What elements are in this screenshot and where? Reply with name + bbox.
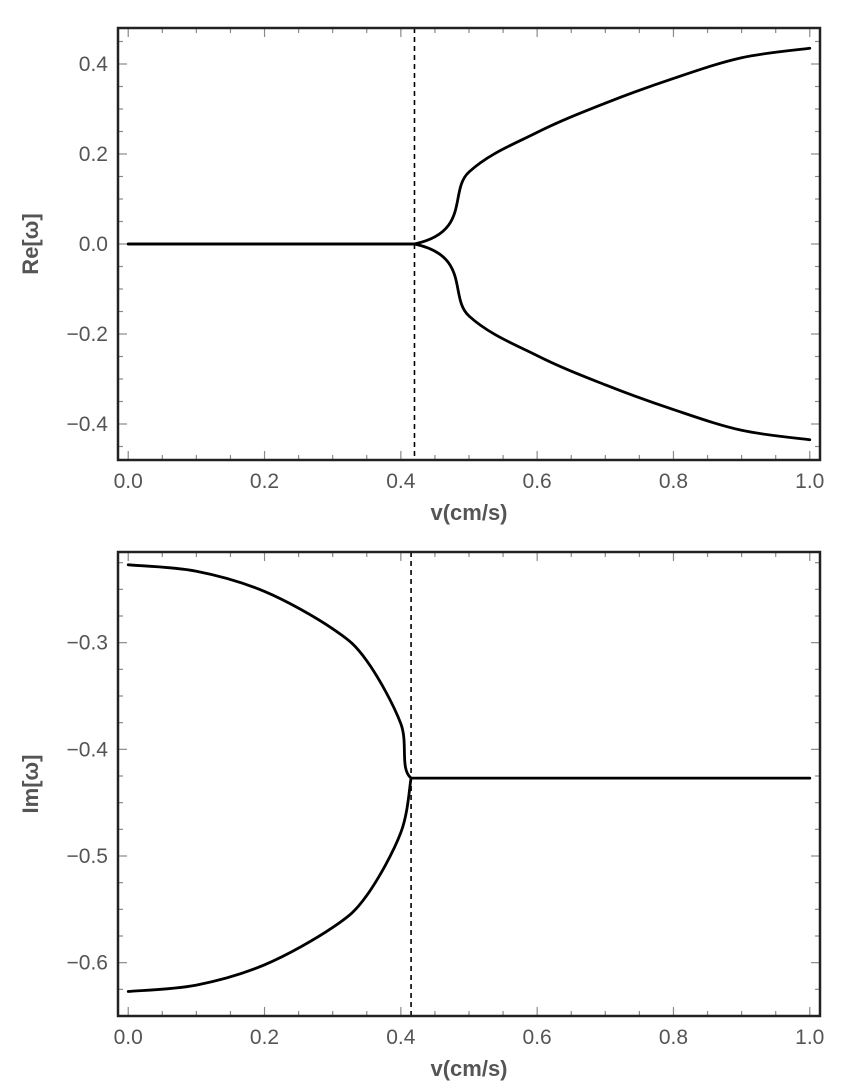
re-omega-y-tick-label: 0.0: [79, 233, 108, 256]
im-omega-y-tick-label: −0.6: [67, 952, 108, 975]
im-omega-y-tick-label: −0.5: [67, 845, 108, 868]
re-omega-x-axis-label: v(cm/s): [430, 500, 507, 525]
re-omega-y-tick-label: 0.4: [79, 53, 109, 76]
re-omega-plot-frame: [116, 26, 822, 462]
im-omega-tick-labels: 0.0 0.2 0.4 0.6 0.8 1.0 −0.3 −0.4 −0.5 −0.6: [67, 632, 825, 1049]
im-omega-y-tick-label: −0.3: [67, 632, 108, 655]
re-omega-curves: [126, 46, 812, 442]
im-omega-x-tick-label: 0.8: [659, 1026, 688, 1049]
re-omega-x-tick-label: 0.0: [114, 470, 143, 493]
re-omega-y-axis-label: Re[ω]: [18, 213, 43, 274]
re-omega-panel: 0.0 0.2 0.4 0.6 0.8 1.0 0.4 0.2 0.0 −0.2 −0.4 v(cm…: [18, 26, 825, 525]
re-omega-tick-labels: 0.0 0.2 0.4 0.6 0.8 1.0 0.4 0.2 0.0 −0.2 −0.4: [67, 53, 825, 493]
im-omega-x-tick-label: 0.4: [386, 1026, 416, 1049]
im-omega-x-tick-label: 0.0: [114, 1026, 143, 1049]
re-omega-x-tick-label: 0.4: [386, 470, 416, 493]
im-omega-panel: 0.0 0.2 0.4 0.6 0.8 1.0 −0.3 −0.4 −0.5 −0.6 v(cm/…: [18, 550, 825, 1081]
re-omega-branch-2-line: [126, 242, 812, 442]
im-omega-x-axis-label: v(cm/s): [430, 1056, 507, 1081]
im-omega-curves: [126, 563, 812, 993]
im-omega-plot-frame: [116, 550, 822, 1018]
re-omega-x-tick-label: 0.2: [250, 470, 279, 493]
re-omega-x-tick-label: 1.0: [795, 470, 824, 493]
im-omega-x-tick-label: 1.0: [795, 1026, 824, 1049]
re-omega-x-tick-label: 0.8: [659, 470, 688, 493]
re-omega-x-tick-label: 0.6: [523, 470, 552, 493]
im-omega-y-axis-label: Im[ω]: [18, 755, 43, 814]
re-omega-y-tick-label: 0.2: [79, 143, 108, 166]
im-omega-y-tick-label: −0.4: [67, 738, 109, 761]
im-omega-x-tick-label: 0.6: [523, 1026, 552, 1049]
im-omega-branch-2-line: [126, 776, 413, 993]
re-omega-y-tick-label: −0.2: [67, 323, 108, 346]
re-omega-y-tick-label: −0.4: [67, 413, 109, 436]
im-omega-x-tick-label: 0.2: [250, 1026, 279, 1049]
